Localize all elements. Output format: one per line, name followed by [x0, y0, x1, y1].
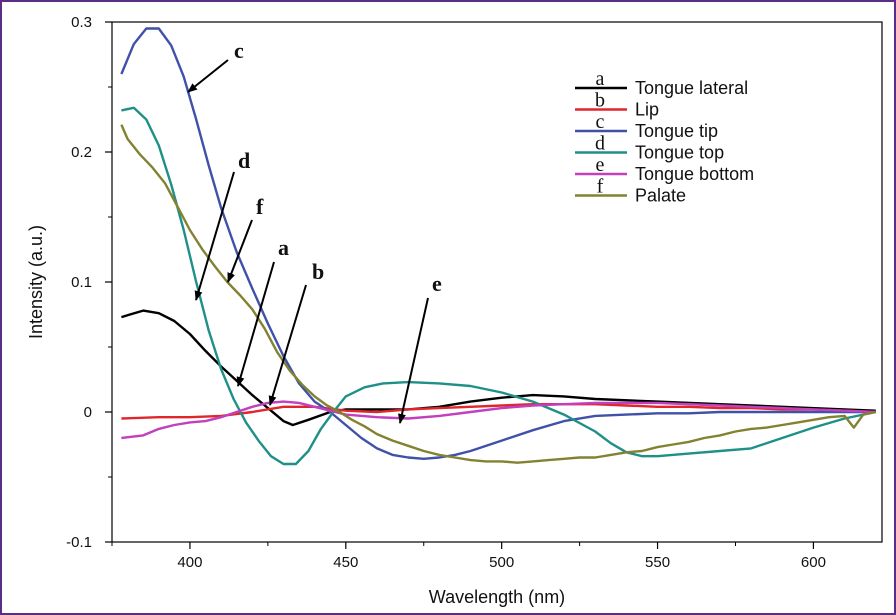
annotation-label-d: d: [238, 148, 250, 173]
annotation-arrow-c: [187, 59, 229, 93]
y-axis-label: Intensity (a.u.): [26, 225, 46, 339]
legend-label-c: Tongue tip: [635, 121, 718, 141]
annotation-arrow-a: [236, 261, 275, 387]
legend-letter-f: f: [597, 176, 604, 198]
series-line-d: [121, 106, 877, 466]
y-tick-label: -0.1: [66, 534, 92, 551]
legend-label-e: Tongue bottom: [635, 164, 754, 184]
legend: a Tongue lateral b Lip c Tongue tip d Tongue to…: [575, 68, 754, 206]
x-tick-label: 450: [333, 554, 358, 571]
annotation-arrow-e: [398, 297, 429, 424]
legend-letter-b: b: [595, 90, 605, 112]
y-tick-label: 0.1: [71, 274, 92, 291]
annotation-arrow-f: [227, 219, 253, 283]
annotation-label-e: e: [432, 271, 442, 296]
legend-letter-c: c: [596, 111, 605, 133]
x-tick-label: 400: [177, 554, 202, 571]
legend-label-d: Tongue top: [635, 143, 724, 163]
annotation-label-b: b: [312, 259, 324, 284]
legend-letter-e: e: [596, 154, 605, 176]
legend-label-b: Lip: [635, 100, 659, 120]
annotation-label-f: f: [256, 194, 264, 219]
series-line-c: [120, 27, 876, 460]
y-tick-label: 0: [84, 404, 92, 421]
annotation-arrow-d: [194, 171, 235, 301]
series-line-f: [120, 124, 877, 464]
y-tick-label: 0.3: [71, 14, 92, 31]
series-line-e: [121, 400, 876, 440]
x-tick-label: 600: [801, 554, 826, 571]
x-axis-label: Wavelength (nm): [429, 587, 565, 607]
annotation-arrow-b: [268, 284, 307, 406]
annotation-label-a: a: [278, 235, 289, 260]
legend-label-a: Tongue lateral: [635, 78, 748, 98]
annotation-label-c: c: [234, 38, 244, 63]
x-tick-label: 500: [489, 554, 514, 571]
x-tick-label: 550: [645, 554, 670, 571]
series-line-b: [121, 403, 876, 420]
legend-letter-a: a: [596, 68, 605, 90]
legend-label-f: Palate: [635, 186, 686, 206]
y-tick-label: 0.2: [71, 144, 92, 161]
legend-letter-d: d: [595, 133, 605, 155]
